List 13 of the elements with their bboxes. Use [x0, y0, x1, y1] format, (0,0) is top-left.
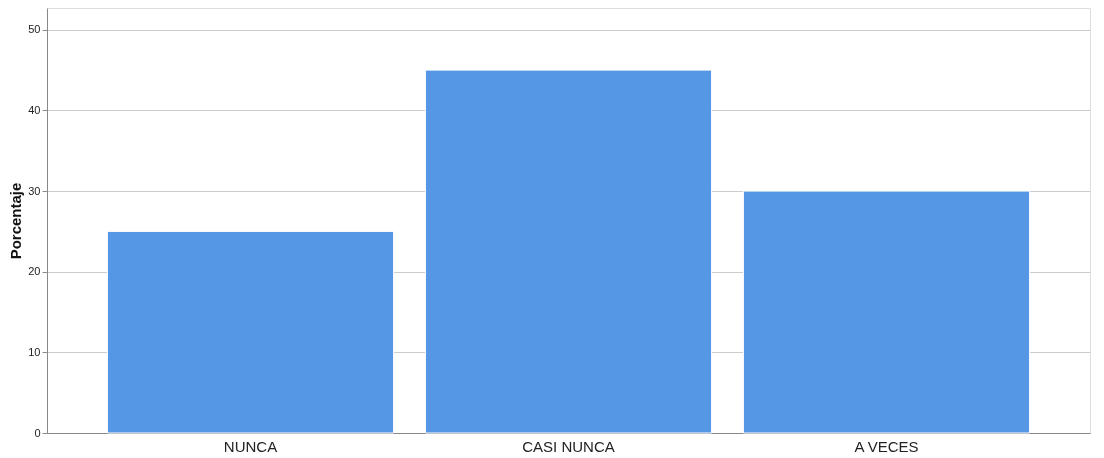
y-tick-label: 40: [28, 103, 41, 116]
x-tick-label: A VECES: [854, 437, 919, 455]
x-tick-label: CASI NUNCA: [522, 437, 615, 455]
x-tick-label: NUNCA: [223, 437, 278, 455]
y-tick-label: 30: [28, 184, 41, 197]
y-tick-label: 20: [28, 265, 41, 278]
bar: [424, 69, 713, 434]
y-tick-label: 10: [28, 345, 41, 358]
bar: [106, 230, 395, 434]
y-tick-label: 50: [28, 23, 41, 36]
bar: [742, 190, 1031, 434]
y-tick-label: 0: [34, 426, 41, 439]
y-axis-title: Porcentaje: [7, 182, 25, 260]
